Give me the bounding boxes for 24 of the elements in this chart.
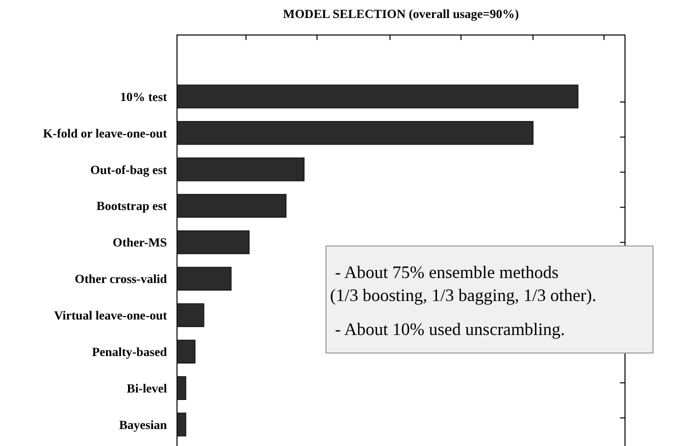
bar xyxy=(176,266,232,291)
bar xyxy=(176,340,196,364)
bar xyxy=(176,303,204,328)
chart-title: MODEL SELECTION (overall usage=90%) xyxy=(283,7,519,21)
y-tick-label: Bi-level xyxy=(126,381,168,396)
bar xyxy=(176,194,286,218)
bar xyxy=(176,121,534,145)
bar xyxy=(176,157,305,182)
y-tick-label: K-fold or leave-one-out xyxy=(42,126,168,140)
y-tick-label: Other-MS xyxy=(112,236,168,250)
bar xyxy=(176,230,250,254)
bar xyxy=(176,412,186,436)
y-tick-label: Out-of-bag est xyxy=(90,162,168,177)
y-tick-label: Other cross-valid xyxy=(74,272,168,286)
annotation: - About 10% used unscrambling. xyxy=(335,319,565,339)
annotation: - About 75% ensemble methods (1/3 boosting, 1/3 bagging, 1/3 other). xyxy=(330,262,596,305)
note-box: - About 75% ensemble methods (1/3 boosting, 1/3 bagging, 1/3 other). - About 10% used unscrambling. xyxy=(326,246,654,354)
y-tick-label: Virtual leave-one-out xyxy=(54,308,168,323)
y-tick-label: Penalty-based xyxy=(92,344,168,359)
y-tick-label: 10% test xyxy=(120,90,168,104)
bar xyxy=(176,84,578,108)
y-tick-label: Bootstrap est xyxy=(96,199,168,214)
bar xyxy=(176,376,186,400)
y-tick-label: Bayesian xyxy=(119,418,168,432)
